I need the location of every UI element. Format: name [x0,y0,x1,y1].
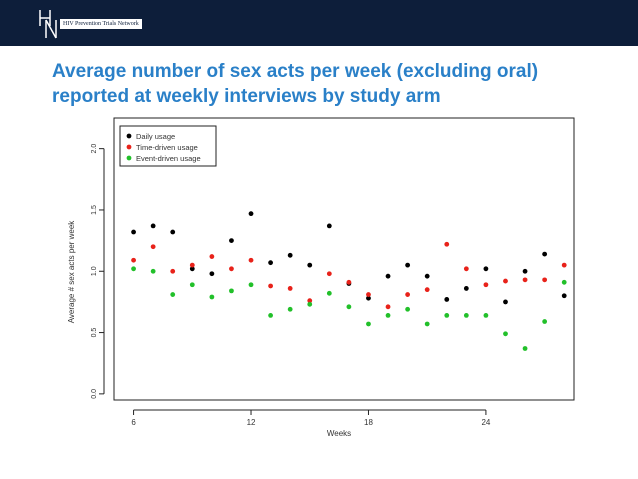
data-point-series-1 [405,262,411,268]
data-point-series-3 [307,301,313,307]
x-tick-label: 24 [481,418,490,427]
data-point-series-3 [150,268,156,274]
y-axis: 0.0 0.5 1.0 1.5 2.0 [91,144,105,399]
data-point-series-2 [483,282,489,288]
data-point-series-1 [170,229,176,235]
data-point-series-1 [287,252,293,258]
data-point-series-2 [307,298,313,304]
data-point-series-3 [542,319,548,324]
y-axis-label-group: Average # sex acts per week [67,220,76,324]
title-line-2: reported at weekly interviews by study a… [52,86,441,107]
data-point-series-3 [170,292,176,297]
title-line-1: Average number of sex acts per week (exc… [52,61,539,82]
data-point-series-3 [483,313,489,318]
data-point-series-2 [229,266,234,272]
data-point-series-1 [463,286,469,291]
x-tick-label: 18 [364,418,373,427]
data-point-series-3 [248,282,254,288]
data-point-series-2 [503,278,508,284]
slide-title: Average number of sex acts per week (exc… [52,59,622,109]
legend-label: Time-driven usage [136,143,198,152]
data-point-series-2 [248,257,254,263]
data-point-series-1 [385,273,391,279]
data-point-series-3 [366,321,371,327]
data-point-series-3 [463,313,469,318]
y-axis-label: Average # sex acts per week [67,220,76,324]
data-point-series-2 [131,257,136,263]
data-point-series-1 [503,299,508,305]
data-point-series-1 [326,223,332,229]
logo-text: HIV Prevention Trials Network [60,19,142,29]
data-point-series-3 [503,331,508,337]
data-point-series-3 [346,304,352,310]
x-axis-label: Weeks [327,429,351,438]
data-point-series-1 [229,238,234,244]
data-point-series-1 [483,266,489,272]
data-point-series-2 [405,292,411,297]
data-point-series-1 [268,260,273,266]
data-point-series-1 [561,293,567,299]
data-point-series-2 [463,266,469,272]
y-tick-label: 1.5 [91,205,98,215]
y-tick-label: 2.0 [91,144,98,154]
data-point-series-1 [444,297,450,302]
data-point-series-2 [287,286,293,291]
data-point-series-1 [131,229,136,235]
legend-box [119,125,217,167]
data-point-series-2 [326,271,332,277]
legend: Daily usage Time-driven usage Event-driven… [119,125,217,167]
legend-marker [126,144,132,150]
data-point-series-1 [248,211,254,217]
data-point-series-3 [326,290,332,296]
data-point-series-2 [444,241,450,247]
data-point-series-1 [307,262,313,268]
plot-frame [113,117,575,401]
data-point-series-3 [561,279,567,285]
data-point-series-3 [268,313,273,318]
data-point-series-1 [542,251,548,257]
header-bar: HIV Prevention Trials Network [0,0,638,46]
legend-marker [126,155,132,161]
data-point-series-1 [209,271,215,277]
data-point-series-2 [150,244,156,250]
x-tick-label: 12 [247,418,256,427]
y-tick-label: 0.5 [91,328,98,338]
data-point-series-2 [346,279,352,285]
data-point-series-2 [209,254,215,259]
hptn-logo-icon [39,10,57,39]
data-point-series-3 [444,313,450,318]
data-point-series-2 [170,268,176,274]
legend-marker [126,133,132,139]
data-point-series-2 [268,283,273,289]
data-point-series-3 [287,306,293,312]
points-layer [131,211,567,351]
data-point-series-3 [424,321,430,327]
data-point-series-1 [150,223,156,229]
data-point-series-2 [366,292,371,297]
data-point-series-2 [424,287,430,293]
scatter-chart: Average # sex acts per week 0.0 0.5 1.0 1.5… [67,117,575,438]
x-axis: 6 12 18 24 [131,409,491,427]
data-point-series-2 [542,277,548,283]
y-tick-label: 0.0 [91,389,98,399]
legend-label: Daily usage [136,132,175,141]
data-point-series-3 [522,346,528,351]
data-point-series-2 [189,262,195,268]
data-point-series-2 [522,277,528,283]
y-tick-label: 1.0 [91,266,98,276]
data-point-series-2 [385,304,391,310]
data-point-series-3 [131,266,136,272]
data-point-series-1 [189,266,195,272]
x-tick-label: 6 [131,418,136,427]
data-point-series-3 [405,306,411,312]
data-point-series-3 [189,282,195,288]
data-point-series-1 [424,273,430,279]
data-point-series-3 [385,313,391,318]
data-point-series-3 [229,288,234,294]
legend-label: Event-driven usage [136,154,201,163]
data-point-series-1 [522,268,528,274]
data-point-series-1 [366,295,371,301]
data-point-series-3 [209,294,215,300]
data-point-series-2 [561,262,567,268]
